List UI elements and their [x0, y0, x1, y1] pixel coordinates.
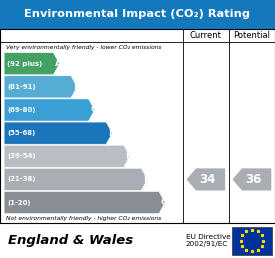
Text: Potential: Potential [233, 31, 270, 40]
Text: (39-54): (39-54) [7, 153, 36, 159]
Text: 36: 36 [246, 173, 262, 186]
Polygon shape [4, 99, 95, 121]
Polygon shape [4, 53, 59, 75]
Bar [0, 0, 275, 29]
Text: G: G [161, 198, 168, 207]
Polygon shape [4, 122, 112, 144]
Text: B: B [73, 82, 80, 91]
Text: 34: 34 [200, 173, 216, 186]
Bar [232, 227, 272, 255]
Text: (55-68): (55-68) [7, 130, 36, 136]
Text: Not environmentally friendly - higher CO₂ emissions: Not environmentally friendly - higher CO… [6, 216, 161, 221]
Text: Environmental Impact (CO₂) Rating: Environmental Impact (CO₂) Rating [24, 10, 251, 19]
Text: Current: Current [190, 31, 222, 40]
Text: (92 plus): (92 plus) [7, 61, 43, 67]
Text: C: C [90, 106, 97, 115]
Polygon shape [232, 168, 271, 190]
Polygon shape [4, 191, 165, 214]
Text: E: E [126, 152, 132, 161]
Text: (1-20): (1-20) [7, 200, 31, 206]
Text: England & Wales: England & Wales [8, 234, 133, 247]
Polygon shape [186, 168, 225, 190]
Text: Very environmentally friendly - lower CO₂ emissions: Very environmentally friendly - lower CO… [6, 45, 161, 50]
Polygon shape [4, 145, 130, 167]
Text: A: A [55, 59, 62, 68]
Text: D: D [108, 129, 116, 138]
Text: (69-80): (69-80) [7, 107, 36, 113]
Bar [0, 29, 275, 223]
Text: F: F [143, 175, 149, 184]
Polygon shape [4, 168, 147, 190]
Text: EU Directive
2002/91/EC: EU Directive 2002/91/EC [186, 234, 230, 247]
Text: (81-91): (81-91) [7, 84, 36, 90]
Text: (21-38): (21-38) [7, 176, 36, 182]
Polygon shape [4, 76, 77, 98]
